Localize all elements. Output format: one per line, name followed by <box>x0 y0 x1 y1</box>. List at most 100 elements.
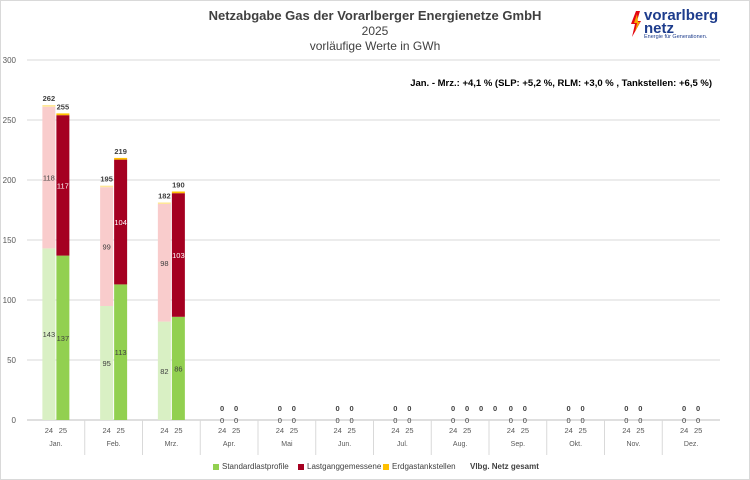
y-tick-label: 50 <box>7 356 16 365</box>
data-label-slp: 82 <box>160 367 168 376</box>
data-label-rlm: 117 <box>57 181 69 190</box>
year-label: 25 <box>347 426 355 435</box>
bar-rlm <box>100 187 114 306</box>
data-label-zero: 0 <box>638 416 642 425</box>
y-tick-label: 150 <box>3 236 17 245</box>
data-label-zero: 0 <box>509 416 513 425</box>
data-label-total: 0 <box>567 404 571 413</box>
bar-tank <box>114 157 128 160</box>
data-label-slp: 143 <box>43 330 56 339</box>
data-label-zero: 0 <box>624 416 628 425</box>
data-label-extra: 0 <box>493 404 497 413</box>
data-label-total: 0 <box>336 404 340 413</box>
year-label: 25 <box>59 426 67 435</box>
unit-label: vorläufige Werte in GWh <box>309 39 441 53</box>
y-tick-label: 250 <box>3 116 17 125</box>
year-label: 25 <box>232 426 240 435</box>
bar-rlm <box>157 204 171 322</box>
bar-slp <box>56 255 70 420</box>
legend-item-tank: Erdgastankstellen <box>383 462 456 471</box>
month-label: Jun. <box>338 441 351 448</box>
year-label: 24 <box>622 426 630 435</box>
data-label-total: 0 <box>350 404 354 413</box>
year-label: 25 <box>290 426 298 435</box>
year-label: 24 <box>449 426 457 435</box>
data-label-zero: 0 <box>567 416 571 425</box>
month-label: Mai <box>281 441 293 448</box>
bar-rlm <box>114 159 128 285</box>
data-label-zero: 0 <box>350 416 354 425</box>
bar-tank <box>157 202 171 204</box>
data-label-slp: 113 <box>115 348 127 357</box>
data-label-zero: 0 <box>682 416 686 425</box>
year-label: 24 <box>507 426 515 435</box>
bar-tank <box>171 191 185 194</box>
data-label-total: 0 <box>407 404 411 413</box>
data-label-total: 0 <box>465 404 469 413</box>
year-label: 24 <box>102 426 110 435</box>
month-label: Okt. <box>569 441 582 448</box>
legend-item-total: Vlbg. Netz gesamt <box>470 462 539 471</box>
bar-tank <box>42 105 56 107</box>
data-label-total: 0 <box>292 404 296 413</box>
data-label-zero: 0 <box>336 416 340 425</box>
year-label: 25 <box>463 426 471 435</box>
year-label: 24 <box>160 426 168 435</box>
data-label-total: 0 <box>682 404 686 413</box>
vorarlberg-netz-logo: vorarlberg netz Energie für Generationen… <box>628 8 738 40</box>
month-label: Sep. <box>511 441 525 448</box>
legend-swatch-rlm <box>298 463 304 470</box>
month-label: Feb. <box>107 441 121 448</box>
legend-label-total: Vlbg. Netz gesamt <box>470 462 539 471</box>
year-label: 25 <box>521 426 529 435</box>
year-label: 25 <box>578 426 586 435</box>
data-label-total: 0 <box>220 404 224 413</box>
data-label-zero: 0 <box>407 416 411 425</box>
year-label: 25 <box>694 426 702 435</box>
data-label-zero: 0 <box>393 416 397 425</box>
year-label: 24 <box>276 426 284 435</box>
bar-slp <box>100 306 114 420</box>
data-label-zero: 0 <box>696 416 700 425</box>
data-label-total: 262 <box>43 94 56 103</box>
legend-swatch-tank <box>383 463 389 470</box>
month-label: Aug. <box>453 441 467 448</box>
chart-subtitle: 2025 <box>361 24 389 38</box>
y-tick-label: 0 <box>12 416 17 425</box>
year-label: 24 <box>333 426 341 435</box>
legend-item-rlm: Lastganggemessene <box>298 462 381 471</box>
data-label-total: 255 <box>57 102 70 111</box>
year-label: 24 <box>680 426 688 435</box>
legend-swatch-slp <box>213 463 219 470</box>
data-label-total: 0 <box>638 404 642 413</box>
logo-tagline: Energie für Generationen. <box>644 34 708 40</box>
data-label-zero: 0 <box>278 416 282 425</box>
year-label: 24 <box>45 426 53 435</box>
data-label-zero: 0 <box>523 416 527 425</box>
month-label: Jul. <box>397 441 408 448</box>
legend-item-slp: Standardlastprofile <box>213 462 289 471</box>
bar-tank <box>100 185 114 188</box>
logo-text-line1: vorarlberg <box>644 7 719 24</box>
data-label-rlm: 103 <box>172 251 185 260</box>
legend-label-tank: Erdgastankstellen <box>392 462 456 471</box>
data-label-total: 190 <box>172 181 185 190</box>
month-label: Nov. <box>626 441 640 448</box>
data-label-total: 0 <box>696 404 700 413</box>
legend-label-slp: Standardlastprofile <box>222 462 289 471</box>
y-tick-label: 200 <box>3 176 17 185</box>
data-label-zero: 0 <box>234 416 238 425</box>
data-label-slp: 86 <box>174 364 182 373</box>
year-label: 25 <box>636 426 644 435</box>
year-label: 25 <box>174 426 182 435</box>
data-label-rlm: 104 <box>114 218 127 227</box>
logo-flame-icon <box>631 11 641 37</box>
year-label: 24 <box>391 426 399 435</box>
legend-label-rlm: Lastganggemessene <box>307 462 382 471</box>
bar-rlm <box>56 115 70 256</box>
data-label-total: 0 <box>624 404 628 413</box>
data-label-slp: 95 <box>102 359 110 368</box>
year-label: 25 <box>405 426 413 435</box>
data-label-slp: 137 <box>57 334 70 343</box>
